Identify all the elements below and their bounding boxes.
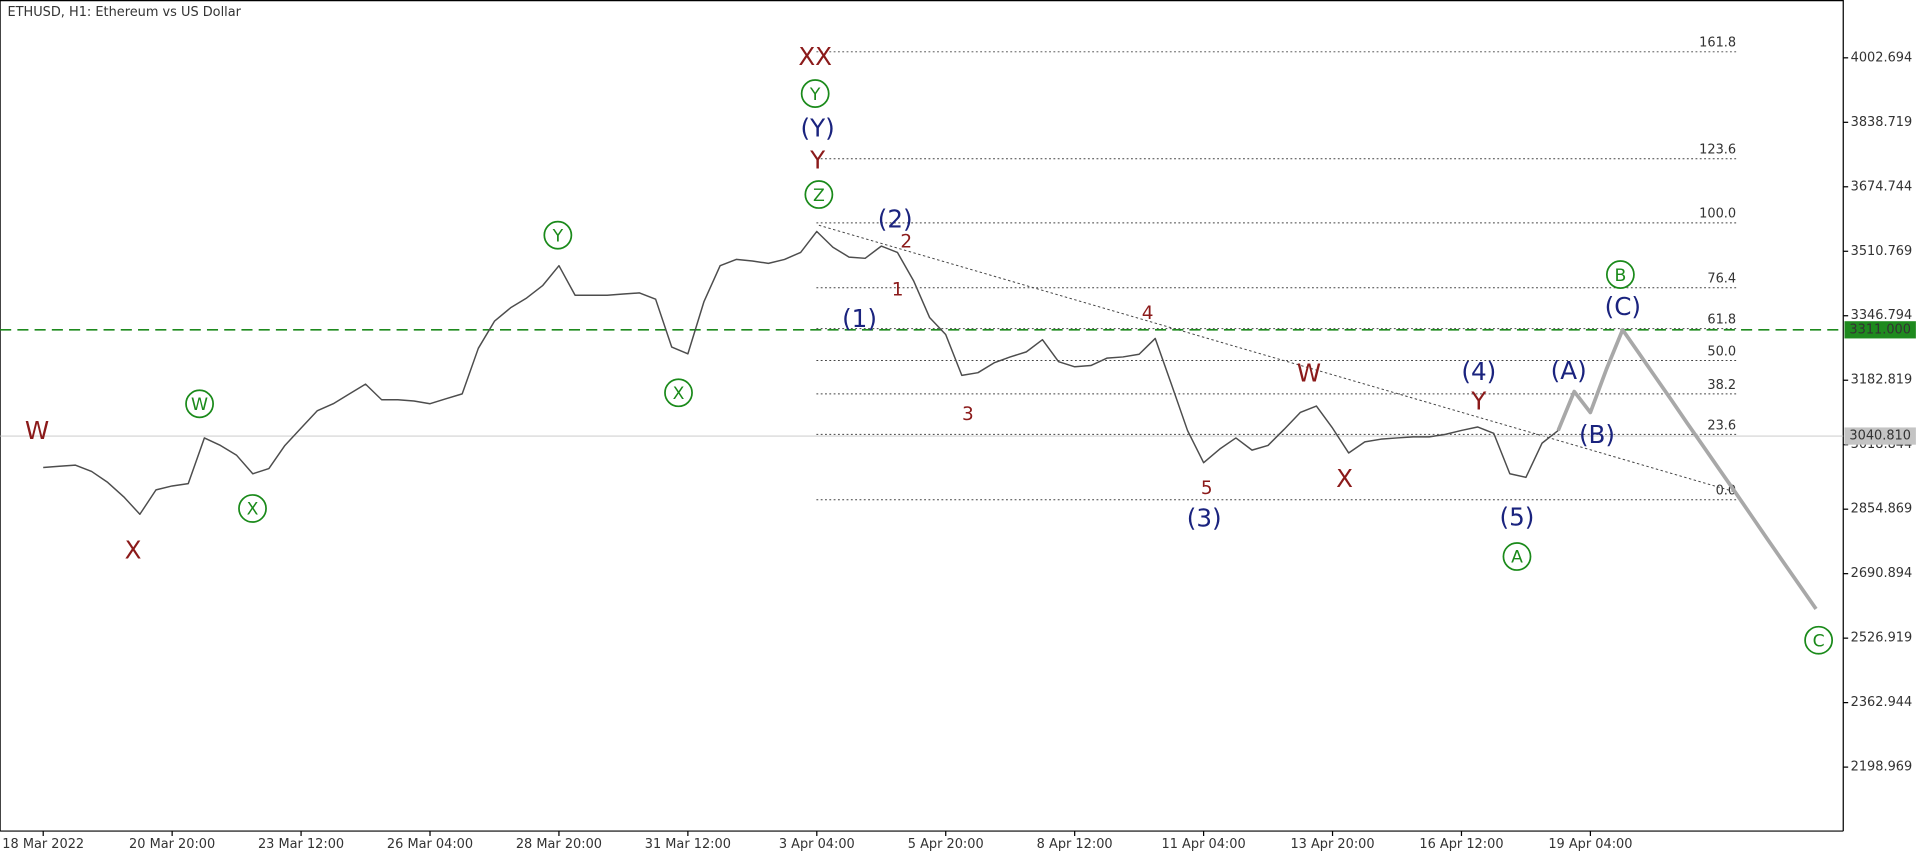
x-tick-label: 26 Mar 04:00 — [387, 837, 473, 852]
wave-label: X — [673, 384, 685, 404]
wave-label: (1) — [842, 304, 877, 333]
y-tick-label: 3182.819 — [1851, 373, 1913, 388]
x-tick-label: 5 Apr 20:00 — [908, 837, 984, 852]
wave-label: 5 — [1201, 478, 1213, 499]
trendline — [818, 224, 1737, 493]
wave-circle — [185, 389, 214, 419]
y-tick-label: 2526.919 — [1851, 631, 1913, 646]
y-tick-label: 3510.769 — [1851, 244, 1913, 259]
fib-label: 23.6 — [1707, 418, 1736, 433]
x-tick-label: 19 Apr 04:00 — [1548, 837, 1632, 852]
x-tick-label: 8 Apr 12:00 — [1037, 837, 1113, 852]
wave-label: (2) — [878, 204, 913, 233]
fib-label: 100.0 — [1699, 207, 1736, 222]
fib-label: 50.0 — [1707, 344, 1736, 359]
wave-label: Y — [552, 226, 564, 246]
price-tag-label: 3311.000 — [1849, 322, 1911, 337]
x-tick-label: 16 Apr 12:00 — [1419, 837, 1503, 852]
x-tick-label: 28 Mar 20:00 — [516, 837, 602, 852]
wave-label: (4) — [1461, 357, 1496, 386]
y-tick-label: 2198.969 — [1851, 760, 1913, 775]
wave-label: X — [247, 500, 259, 520]
wave-label: A — [1511, 548, 1523, 568]
wave-label: (Y) — [801, 113, 835, 142]
y-tick-label: 4002.694 — [1851, 50, 1913, 65]
wave-label: W — [25, 416, 49, 445]
fib-label: 38.2 — [1707, 378, 1736, 393]
fib-label: 61.8 — [1707, 313, 1736, 328]
chart-title: ETHUSD, H1: Ethereum vs US Dollar — [8, 5, 242, 20]
y-tick-label: 3674.744 — [1851, 179, 1913, 194]
x-tick-label: 18 Mar 2022 — [2, 837, 84, 852]
wave-label: Y — [809, 145, 826, 174]
wave-label: X — [1336, 464, 1353, 493]
forecast-line — [1556, 327, 1818, 611]
x-tick-label: 31 Mar 12:00 — [645, 837, 731, 852]
price-tag-label: 3040.810 — [1849, 429, 1911, 444]
wave-label: X — [125, 536, 142, 565]
wave-label: W — [191, 395, 208, 415]
wave-label: (3) — [1187, 504, 1222, 533]
fib-label: 123.6 — [1699, 143, 1736, 158]
y-tick-label: 2362.944 — [1851, 695, 1913, 710]
wave-circle — [543, 220, 573, 250]
y-tick-label: 3346.794 — [1851, 308, 1913, 323]
wave-label: 4 — [1142, 303, 1154, 324]
wave-label: (A) — [1551, 356, 1587, 385]
wave-label: 3 — [962, 404, 974, 425]
wave-circle — [664, 378, 693, 408]
x-tick-label: 11 Apr 04:00 — [1162, 837, 1246, 852]
wave-circle — [1502, 542, 1532, 571]
wave-label: (B) — [1579, 420, 1615, 449]
wave-label: Y — [1470, 387, 1487, 416]
wave-label: 2 — [900, 232, 912, 253]
y-tick-label: 3838.719 — [1851, 115, 1913, 130]
wave-label: (5) — [1500, 502, 1535, 531]
wave-label: (C) — [1605, 292, 1641, 321]
x-tick-label: 23 Mar 12:00 — [258, 837, 344, 852]
wave-label: XX — [798, 42, 832, 71]
wave-label: B — [1614, 266, 1626, 286]
wave-label: 1 — [892, 280, 904, 301]
y-tick-label: 2690.894 — [1851, 566, 1913, 581]
wave-label: W — [1297, 358, 1321, 387]
wave-circle — [1605, 260, 1635, 289]
wave-circle — [804, 180, 834, 209]
wave-circle — [800, 79, 830, 108]
wave-label: C — [1813, 631, 1825, 651]
price-tag — [1844, 427, 1916, 445]
x-tick-label: 13 Apr 20:00 — [1290, 837, 1374, 852]
price-tag — [1844, 321, 1916, 339]
fib-label: 161.8 — [1699, 36, 1736, 51]
x-tick-label: 3 Apr 04:00 — [779, 837, 855, 852]
fib-label: 76.4 — [1707, 272, 1736, 287]
price-line-series — [43, 230, 1559, 516]
y-tick-label: 2854.869 — [1851, 502, 1913, 517]
wave-label: Z — [813, 186, 825, 206]
wave-label: Y — [809, 85, 821, 105]
wave-circle — [1804, 625, 1834, 655]
x-tick-label: 20 Mar 20:00 — [129, 837, 215, 852]
wave-circle — [238, 494, 267, 523]
